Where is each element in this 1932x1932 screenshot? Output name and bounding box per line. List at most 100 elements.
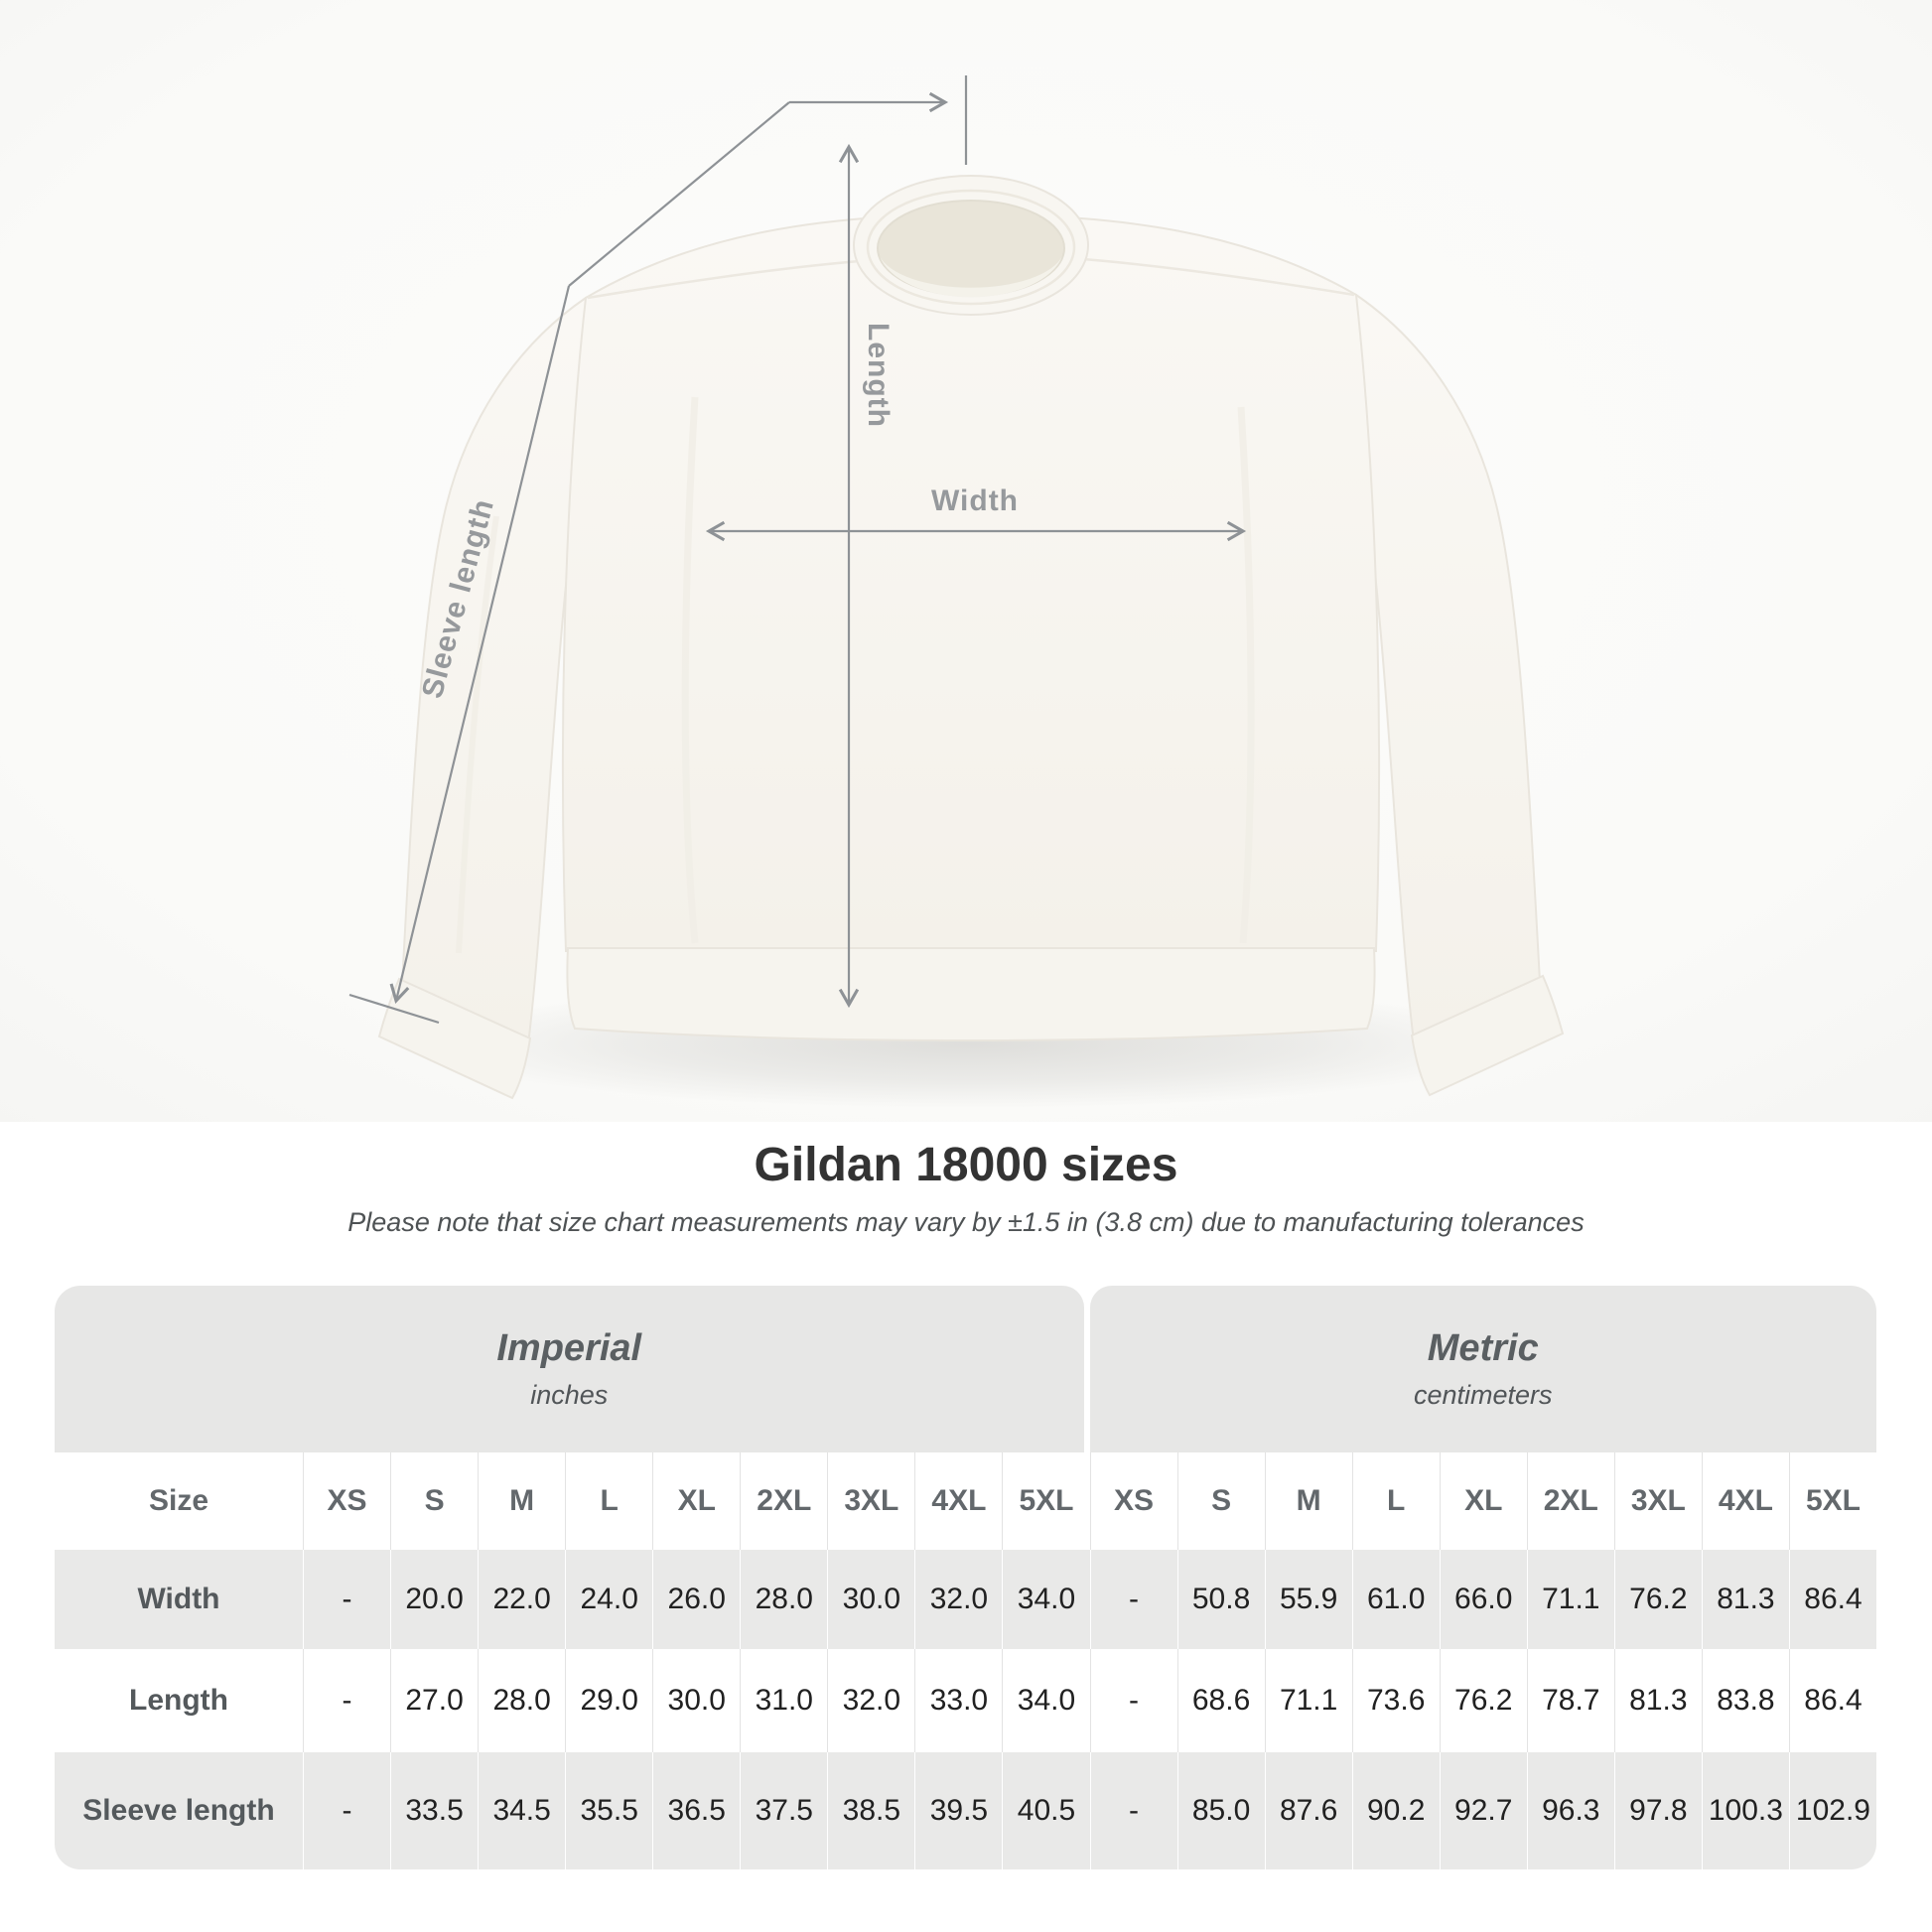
page-title: Gildan 18000 sizes: [754, 1139, 1178, 1191]
value-cell-imperial: -: [303, 1649, 390, 1752]
value-cell-imperial: 34.0: [1002, 1550, 1089, 1649]
value-cell-metric: 71.1: [1526, 1550, 1614, 1649]
unit-group-imperial: Imperial inches: [55, 1286, 1084, 1452]
unit-group-unit: inches: [530, 1380, 609, 1410]
value-cell-metric: -: [1089, 1550, 1177, 1649]
value-cell-metric: 68.6: [1176, 1649, 1265, 1752]
sweatshirt-illustration: [0, 0, 1932, 1122]
size-col-header: XL: [1439, 1452, 1527, 1550]
size-col-header: 4XL: [1701, 1452, 1789, 1550]
value-cell-imperial: 26.0: [652, 1550, 740, 1649]
value-cell-imperial: 40.5: [1002, 1752, 1089, 1869]
size-col-header: 4XL: [914, 1452, 1002, 1550]
size-table: Imperial inches Metric centimeters Size XS S M L…: [55, 1286, 1876, 1869]
value-cell-imperial: 28.0: [740, 1550, 827, 1649]
value-cell-metric: 73.6: [1351, 1649, 1440, 1752]
unit-group-unit: centimeters: [1413, 1380, 1553, 1410]
unit-group-metric: Metric centimeters: [1089, 1286, 1876, 1452]
value-cell-metric: -: [1089, 1752, 1177, 1869]
sweatshirt-garment: [377, 175, 1565, 1100]
value-cell-imperial: 33.0: [914, 1649, 1002, 1752]
value-cell-imperial: 34.0: [1002, 1649, 1089, 1752]
size-col-header: M: [478, 1452, 565, 1550]
value-cell-imperial: 30.0: [827, 1550, 914, 1649]
table-row-sleeve-length: Sleeve length -33.5 34.5 35.5 36.5 37.5 38.5 39…: [55, 1752, 1876, 1869]
value-cell-imperial: 27.0: [390, 1649, 478, 1752]
sleeve-length-arrow: [389, 285, 571, 1005]
size-col-header: S: [390, 1452, 478, 1550]
size-col-header: S: [1176, 1452, 1265, 1550]
value-cell-metric: 87.6: [1264, 1752, 1352, 1869]
value-cell-metric: 76.2: [1439, 1649, 1527, 1752]
size-col-header: 5XL: [1002, 1452, 1089, 1550]
table-row-length: Length -27.0 28.0 29.0 30.0 31.0 32.0 33.0 34.0-…: [55, 1649, 1876, 1752]
size-col-header: 3XL: [1613, 1452, 1702, 1550]
row-label: Length: [129, 1684, 228, 1717]
value-cell-imperial: 22.0: [478, 1550, 565, 1649]
size-header-row: Size XS S M L XL 2XL 3XL 4XL 5XL XS S M L XL 2XL 3XL 4XL 5…: [55, 1452, 1876, 1550]
value-cell-imperial: 32.0: [914, 1550, 1002, 1649]
unit-group-name: Imperial: [496, 1327, 642, 1369]
size-col-header: M: [1264, 1452, 1352, 1550]
value-cell-metric: 86.4: [1788, 1649, 1876, 1752]
value-cell-metric: 55.9: [1264, 1550, 1352, 1649]
size-col-header: 2XL: [1526, 1452, 1614, 1550]
value-cell-metric: 71.1: [1264, 1649, 1352, 1752]
unit-group-name: Metric: [1427, 1327, 1539, 1369]
value-cell-imperial: 32.0: [827, 1649, 914, 1752]
value-cell-imperial: 20.0: [390, 1550, 478, 1649]
value-cell-metric: 83.8: [1701, 1649, 1789, 1752]
value-cell-imperial: -: [303, 1752, 390, 1869]
measurement-arrows: [348, 75, 1247, 1025]
sleeve-extension-line: [568, 101, 790, 287]
row-label: Width: [137, 1583, 220, 1615]
size-col-header: 5XL: [1788, 1452, 1876, 1550]
size-col-header: 2XL: [740, 1452, 827, 1550]
value-cell-imperial: 24.0: [565, 1550, 652, 1649]
value-cell-metric: 50.8: [1176, 1550, 1265, 1649]
value-cell-metric: 78.7: [1526, 1649, 1614, 1752]
table-row-width: Width -20.0 22.0 24.0 26.0 28.0 30.0 32.0 34.0-5…: [55, 1550, 1876, 1649]
value-cell-metric: 86.4: [1788, 1550, 1876, 1649]
length-label: Length: [862, 323, 895, 428]
value-cell-metric: 81.3: [1613, 1649, 1702, 1752]
value-cell-metric: 85.0: [1176, 1752, 1265, 1869]
value-cell-imperial: -: [303, 1550, 390, 1649]
value-cell-metric: 92.7: [1439, 1752, 1527, 1869]
size-col-header: L: [1351, 1452, 1440, 1550]
value-cell-metric: 90.2: [1351, 1752, 1440, 1869]
value-cell-metric: 102.9: [1788, 1752, 1876, 1869]
value-cell-imperial: 36.5: [652, 1752, 740, 1869]
value-cell-imperial: 35.5: [565, 1752, 652, 1869]
value-cell-metric: 81.3: [1701, 1550, 1789, 1649]
value-cell-metric: -: [1089, 1649, 1177, 1752]
value-cell-imperial: 30.0: [652, 1649, 740, 1752]
value-cell-metric: 97.8: [1613, 1752, 1702, 1869]
value-cell-metric: 100.3: [1701, 1752, 1789, 1869]
size-col-header: XS: [1089, 1452, 1177, 1550]
size-col-header: L: [565, 1452, 652, 1550]
value-cell-imperial: 37.5: [740, 1752, 827, 1869]
size-col-header: 3XL: [827, 1452, 914, 1550]
value-cell-imperial: 28.0: [478, 1649, 565, 1752]
value-cell-imperial: 38.5: [827, 1752, 914, 1869]
cuff-end-tick: [348, 993, 440, 1025]
size-col-header: XL: [652, 1452, 740, 1550]
value-cell-imperial: 29.0: [565, 1649, 652, 1752]
value-cell-metric: 76.2: [1613, 1550, 1702, 1649]
value-cell-imperial: 34.5: [478, 1752, 565, 1869]
width-label: Width: [930, 484, 1020, 517]
tolerance-note: Please note that size chart measurements…: [347, 1207, 1585, 1237]
size-col-header: XS: [303, 1452, 390, 1550]
size-diagram: Length Width Sleeve length: [0, 0, 1932, 1122]
table-header-band: Imperial inches Metric centimeters: [55, 1286, 1876, 1452]
size-column-header: Size: [148, 1484, 209, 1517]
row-label: Sleeve length: [82, 1794, 275, 1827]
value-cell-metric: 96.3: [1526, 1752, 1614, 1869]
value-cell-metric: 61.0: [1351, 1550, 1440, 1649]
value-cell-imperial: 39.5: [914, 1752, 1002, 1869]
value-cell-imperial: 31.0: [740, 1649, 827, 1752]
value-cell-metric: 66.0: [1439, 1550, 1527, 1649]
value-cell-imperial: 33.5: [390, 1752, 478, 1869]
